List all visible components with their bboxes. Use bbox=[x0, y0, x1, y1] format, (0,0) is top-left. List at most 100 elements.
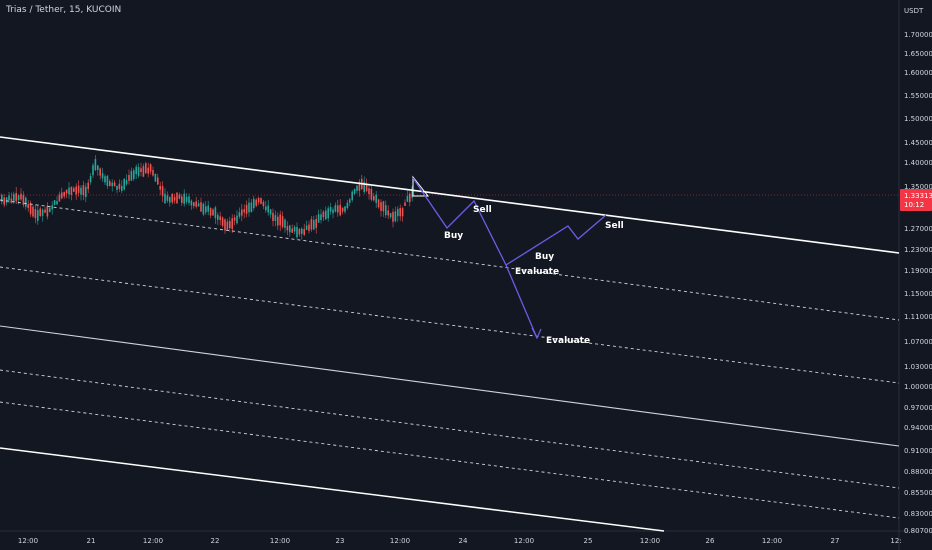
candle-body bbox=[303, 228, 305, 235]
candle-body bbox=[97, 165, 99, 170]
candle-body bbox=[310, 219, 313, 230]
candle-body bbox=[75, 186, 77, 195]
candle-body bbox=[293, 226, 296, 232]
candle-body bbox=[106, 175, 109, 187]
candle-body bbox=[118, 183, 121, 189]
candle-body bbox=[219, 216, 221, 221]
candle-body bbox=[332, 209, 334, 214]
channel-dashed-line-3[interactable] bbox=[0, 369, 900, 489]
candle-body bbox=[37, 210, 39, 221]
price-tick-label: 0.88000 bbox=[904, 468, 932, 476]
time-tick-label: 26 bbox=[706, 537, 715, 545]
price-tick-label: 1.60000 bbox=[904, 69, 932, 77]
candle-body bbox=[15, 192, 17, 202]
candle-body bbox=[212, 209, 214, 216]
candle-body bbox=[56, 201, 58, 205]
candle-body bbox=[368, 188, 370, 195]
projection-path-drop[interactable] bbox=[505, 264, 538, 339]
candle-body bbox=[77, 185, 80, 193]
candle-body bbox=[260, 198, 262, 204]
time-tick-label: 12:00 bbox=[18, 537, 38, 545]
time-tick-label: 27 bbox=[831, 537, 840, 545]
candle-body bbox=[128, 174, 130, 181]
candle-body bbox=[308, 224, 310, 231]
candle-body bbox=[325, 210, 327, 220]
candle-body bbox=[255, 199, 257, 206]
candle-body bbox=[229, 221, 231, 229]
candle-body bbox=[147, 167, 149, 174]
projection-path-main[interactable] bbox=[412, 177, 507, 266]
price-tick-label: 1.40000 bbox=[904, 159, 932, 167]
channel-dashed-line-2[interactable] bbox=[0, 266, 900, 384]
candle-body bbox=[135, 166, 137, 175]
price-tick-label: 0.80700 bbox=[904, 527, 932, 535]
candle-body bbox=[329, 207, 332, 212]
candle-body bbox=[394, 211, 397, 222]
candle-body bbox=[46, 205, 49, 217]
candle-body bbox=[365, 183, 368, 191]
candle-body bbox=[341, 207, 344, 212]
channel-mid-line[interactable] bbox=[0, 325, 900, 447]
candle-body bbox=[317, 214, 320, 223]
channel-dashed-line-1[interactable] bbox=[0, 199, 900, 321]
price-tick-label: 1.70000 bbox=[904, 31, 932, 39]
channel-dashed-line-4[interactable] bbox=[0, 401, 900, 519]
candle-body bbox=[406, 196, 409, 202]
candle-body bbox=[243, 209, 245, 213]
candle-body bbox=[301, 228, 303, 234]
time-axis[interactable]: 12:00 21 12:00 22 12:00 23 12:00 24 12:00 25 12:00… bbox=[18, 537, 902, 545]
candle-body bbox=[272, 212, 274, 222]
time-tick-label: 23 bbox=[336, 537, 345, 545]
candle-body bbox=[92, 165, 94, 176]
projection-path-recovery[interactable] bbox=[505, 214, 607, 266]
candle-body bbox=[193, 202, 195, 207]
candle-body bbox=[133, 170, 135, 179]
candle-body bbox=[51, 205, 53, 210]
candle-body bbox=[5, 197, 8, 203]
candle-body bbox=[166, 195, 169, 201]
candle-body bbox=[346, 202, 349, 209]
candle-body bbox=[313, 220, 315, 230]
candle-body bbox=[8, 195, 10, 201]
channel-upper-line[interactable] bbox=[0, 136, 900, 254]
price-tick-label: 0.94000 bbox=[904, 424, 932, 432]
candlestick-series bbox=[1, 155, 413, 240]
candle-body bbox=[356, 185, 358, 191]
candle-body bbox=[152, 170, 154, 176]
candle-body bbox=[253, 198, 255, 209]
time-tick-label: 12:00 bbox=[762, 537, 782, 545]
highlight-triangle[interactable] bbox=[412, 175, 430, 197]
candle-body bbox=[142, 166, 145, 177]
candle-body bbox=[257, 198, 260, 203]
candle-body bbox=[305, 225, 308, 230]
candle-body bbox=[157, 177, 159, 185]
candle-body bbox=[248, 202, 250, 213]
price-tick-label: 1.19000 bbox=[904, 267, 932, 275]
candle-body bbox=[286, 226, 289, 231]
candle-body bbox=[181, 196, 183, 203]
candle-body bbox=[89, 176, 92, 183]
candle-body bbox=[121, 186, 123, 191]
candle-body bbox=[80, 187, 82, 195]
time-tick-label: 12: bbox=[890, 537, 901, 545]
candle-body bbox=[70, 186, 73, 195]
price-tick-label: 1.35000 bbox=[904, 183, 932, 191]
candle-body bbox=[284, 219, 286, 228]
price-axis[interactable]: 1.70000 1.65000 1.60000 1.55000 1.50000 1.450… bbox=[904, 31, 932, 535]
candle-body bbox=[389, 213, 392, 218]
candle-body bbox=[385, 205, 387, 216]
current-price-value: 1.33313 bbox=[904, 192, 932, 200]
candle-body bbox=[41, 209, 44, 216]
candle-body bbox=[101, 173, 104, 179]
channel-lower-line[interactable] bbox=[0, 447, 665, 532]
candle-body bbox=[411, 187, 413, 198]
current-price-tag: 1.33313 10:12 bbox=[900, 189, 932, 211]
candle-body bbox=[298, 229, 301, 235]
candle-body bbox=[224, 219, 226, 231]
candle-body bbox=[277, 216, 279, 226]
candle-body bbox=[217, 214, 219, 220]
candle-body bbox=[197, 203, 200, 207]
candle-body bbox=[387, 210, 389, 216]
candle-body bbox=[245, 204, 248, 214]
